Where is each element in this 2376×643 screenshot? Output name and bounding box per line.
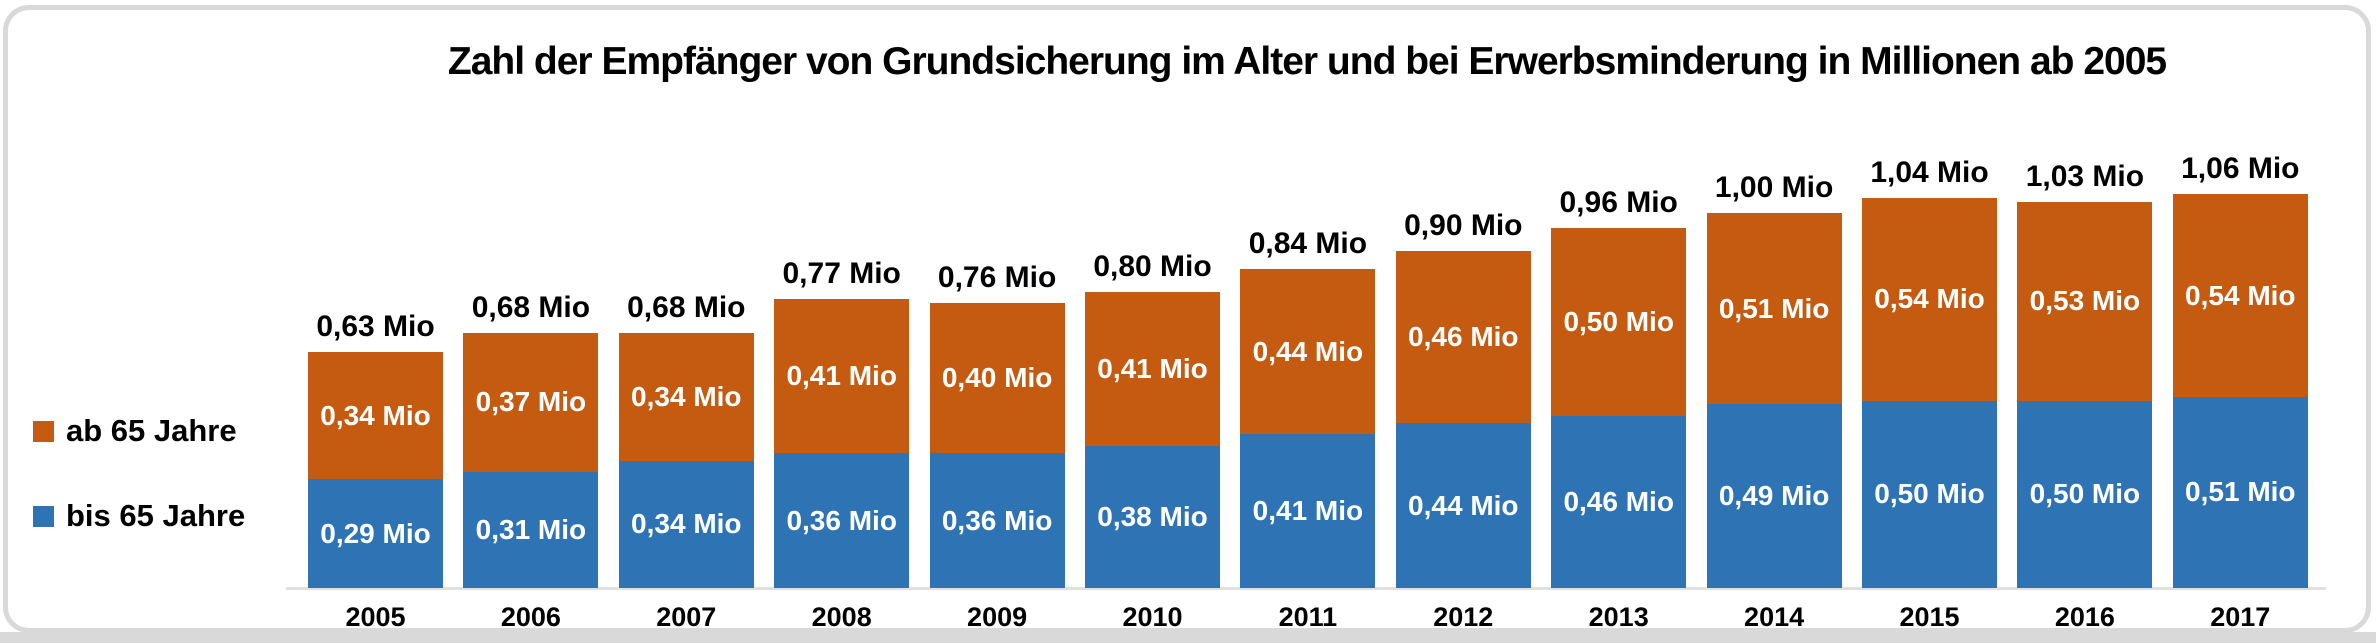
- segment-value-label: 0,54 Mio: [1874, 283, 1985, 315]
- segment-value-label: 0,50 Mio: [2029, 478, 2141, 510]
- bar-segment-ab-65-2007: 0,34 Mio: [618, 333, 754, 461]
- chart-title: Zahl der Empfänger von Grundsicherung im…: [447, 40, 2167, 83]
- bar-segment-ab-65-2008: 0,41 Mio: [774, 299, 910, 453]
- bar-segment-ab-65-2010: 0,41 Mio: [1085, 291, 1220, 446]
- segment-value-label: 0,37 Mio: [475, 386, 587, 418]
- legend-item-bis-65-jahre: bis 65 Jahre: [33, 497, 245, 535]
- legend-label-bis-65-jahre: bis 65 Jahre: [66, 498, 246, 533]
- x-axis-label-2012: 2012: [1433, 602, 1494, 632]
- segment-value-label: 0,50 Mio: [1563, 305, 1674, 337]
- bar-segment-bis-65-2012: 0,44 Mio: [1395, 423, 1531, 588]
- x-axis-label-2008: 2008: [811, 602, 872, 632]
- bar-segment-ab-65-2005: 0,34 Mio: [308, 351, 443, 480]
- legend-item-ab-65-jahre: ab 65 Jahre: [33, 412, 245, 450]
- bar-segment-bis-65-2017: 0,51 Mio: [2172, 396, 2308, 588]
- x-axis-label-2005: 2005: [345, 602, 406, 632]
- x-axis-line: [286, 587, 2326, 590]
- total-value-label-2011: 0,84 Mio: [1248, 227, 1368, 261]
- x-axis-label-2006: 2006: [500, 602, 561, 632]
- x-axis-label-2017: 2017: [2210, 602, 2271, 632]
- x-axis-label-2015: 2015: [1899, 602, 1960, 632]
- bar-segment-bis-65-2009: 0,36 Mio: [929, 453, 1065, 588]
- segment-value-label: 0,34 Mio: [320, 399, 431, 431]
- segment-value-label: 0,38 Mio: [1097, 500, 1208, 532]
- bar-segment-ab-65-2011: 0,44 Mio: [1240, 269, 1376, 435]
- segment-value-label: 0,36 Mio: [786, 504, 897, 536]
- segment-value-label: 0,41 Mio: [786, 360, 897, 392]
- segment-value-label: 0,36 Mio: [941, 504, 1053, 536]
- bar-segment-ab-65-2012: 0,46 Mio: [1395, 250, 1531, 423]
- total-value-label-2016: 1,03 Mio: [2025, 159, 2145, 193]
- segment-value-label: 0,31 Mio: [475, 513, 587, 545]
- bar-segment-bis-65-2015: 0,50 Mio: [1862, 400, 1997, 588]
- legend-swatch-blue-icon: [33, 505, 54, 527]
- x-axis-label-2016: 2016: [2054, 602, 2115, 632]
- bar-segment-bis-65-2014: 0,49 Mio: [1706, 404, 1842, 588]
- bar-segment-ab-65-2014: 0,51 Mio: [1706, 213, 1842, 405]
- bar-segment-bis-65-2016: 0,50 Mio: [2017, 400, 2153, 588]
- x-axis-label-2013: 2013: [1588, 602, 1649, 632]
- segment-value-label: 0,44 Mio: [1408, 489, 1519, 521]
- segment-value-label: 0,46 Mio: [1408, 320, 1519, 352]
- total-value-label-2015: 1,04 Mio: [1870, 156, 1989, 189]
- total-value-label-2014: 1,00 Mio: [1714, 171, 1834, 204]
- bar-segment-ab-65-2013: 0,50 Mio: [1551, 228, 1687, 416]
- segment-value-label: 0,50 Mio: [1874, 478, 1985, 510]
- segment-value-label: 0,49 Mio: [1718, 480, 1830, 512]
- segment-value-label: 0,34 Mio: [631, 508, 742, 540]
- segment-value-label: 0,51 Mio: [2185, 476, 2296, 508]
- segment-value-label: 0,41 Mio: [1097, 352, 1208, 384]
- segment-value-label: 0,53 Mio: [2029, 285, 2141, 317]
- total-value-label-2006: 0,68 Mio: [471, 291, 591, 324]
- bar-segment-bis-65-2011: 0,41 Mio: [1240, 434, 1376, 588]
- bar-segment-ab-65-2006: 0,37 Mio: [463, 333, 599, 472]
- x-axis-label-2014: 2014: [1744, 602, 1805, 632]
- legend: ab 65 Jahre bis 65 Jahre: [33, 412, 245, 535]
- bar-segment-bis-65-2013: 0,46 Mio: [1551, 415, 1687, 588]
- bar-segment-bis-65-2007: 0,34 Mio: [618, 460, 754, 588]
- total-value-label-2007: 0,68 Mio: [627, 291, 746, 324]
- total-value-label-2010: 0,80 Mio: [1093, 249, 1212, 283]
- bottom-strip: [0, 632, 2376, 643]
- segment-value-label: 0,41 Mio: [1252, 495, 1364, 527]
- x-axis-label-2011: 2011: [1278, 602, 1338, 632]
- bar-segment-ab-65-2017: 0,54 Mio: [2172, 194, 2308, 397]
- bar-segment-ab-65-2016: 0,53 Mio: [2017, 201, 2153, 401]
- legend-label-ab-65-jahre: ab 65 Jahre: [66, 413, 237, 448]
- bar-segment-bis-65-2006: 0,31 Mio: [463, 471, 599, 588]
- bar-segment-ab-65-2009: 0,40 Mio: [929, 303, 1065, 453]
- segment-value-label: 0,44 Mio: [1252, 335, 1364, 367]
- total-value-label-2008: 0,77 Mio: [782, 257, 901, 291]
- total-value-label-2013: 0,96 Mio: [1559, 186, 1678, 219]
- segment-value-label: 0,40 Mio: [941, 362, 1053, 393]
- segment-value-label: 0,51 Mio: [1718, 292, 1830, 324]
- segment-value-label: 0,54 Mio: [2185, 279, 2296, 311]
- total-value-label-2009: 0,76 Mio: [937, 261, 1057, 294]
- x-axis-label-2010: 2010: [1122, 602, 1183, 632]
- x-axis-label-2007: 2007: [656, 602, 717, 632]
- x-axis-label-2009: 2009: [967, 602, 1028, 632]
- bar-segment-bis-65-2008: 0,36 Mio: [774, 453, 910, 588]
- total-value-label-2012: 0,90 Mio: [1404, 208, 1523, 242]
- bar-segment-ab-65-2015: 0,54 Mio: [1862, 198, 1997, 401]
- legend-swatch-orange-icon: [33, 420, 54, 442]
- bar-segment-bis-65-2005: 0,29 Mio: [308, 479, 443, 588]
- segment-value-label: 0,46 Mio: [1563, 485, 1674, 517]
- total-value-label-2005: 0,63 Mio: [316, 309, 435, 343]
- total-value-label-2017: 1,06 Mio: [2181, 152, 2300, 186]
- bar-segment-bis-65-2010: 0,38 Mio: [1085, 445, 1220, 588]
- segment-value-label: 0,34 Mio: [631, 380, 742, 412]
- segment-value-label: 0,29 Mio: [320, 517, 431, 549]
